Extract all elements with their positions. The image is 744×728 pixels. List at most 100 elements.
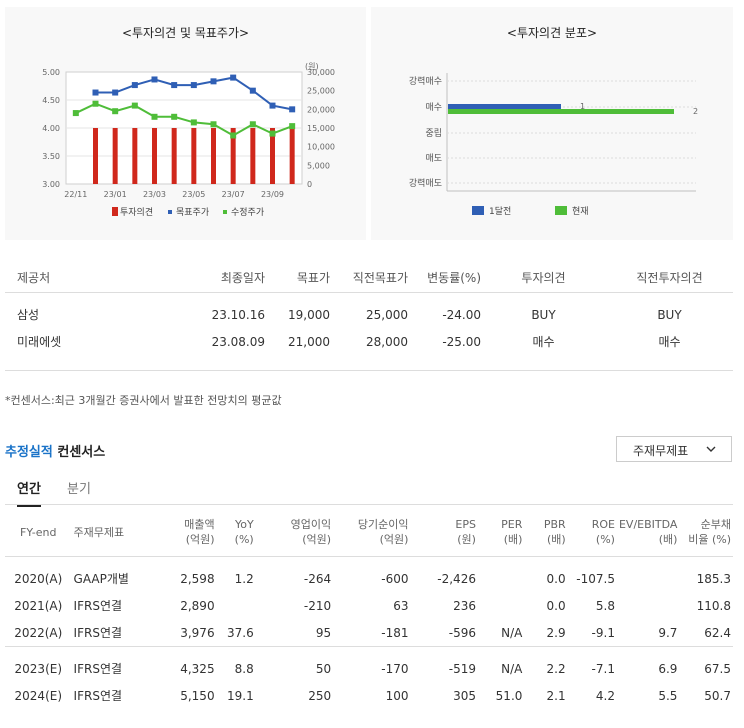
cell-last-date: 23.08.09 <box>211 334 265 349</box>
table-row: 2021(A) IFRS연결 2,890 -210 63 236 0.0 5.8 110.8 <box>5 592 733 619</box>
adjusted-price-point <box>249 121 256 128</box>
cell-prev-target: 25,000 <box>366 307 408 322</box>
section-title-rest: 컨센서스 <box>52 445 106 460</box>
y-right-tick-label: 30,000 <box>307 68 335 77</box>
cell-last-date: 23.10.16 <box>211 307 265 322</box>
adjusted-price-point <box>72 110 79 117</box>
fin-cell: 95 <box>315 625 332 640</box>
adjusted-price-point <box>151 113 158 120</box>
fin-col-title: EV/EBITDA <box>618 518 678 531</box>
fin-cell: N/A <box>477 646 525 682</box>
adjusted-price-point <box>230 132 237 139</box>
fin-col-title: PBR <box>543 518 566 531</box>
opinion-target-chart: 5.00 4.50 4.00 3.50 3.00 30,000 25,000 20,000 15… <box>42 62 335 218</box>
opinion-bar <box>270 128 275 184</box>
fin-cell: 4,325 <box>149 646 217 682</box>
statement-type-dropdown[interactable]: 주재무제표 <box>616 436 732 462</box>
period-tabs: 연간 분기 <box>5 470 733 507</box>
adjusted-price-point <box>112 108 119 115</box>
fin-cell: -210 <box>303 598 332 613</box>
fin-cell: -9.1 <box>591 625 615 640</box>
cell-opinion: BUY <box>531 307 556 322</box>
tab-quarterly[interactable]: 분기 <box>67 482 91 497</box>
col-prev-opinion: 직전투자의견 <box>606 262 733 293</box>
opinion-chart-title: <투자의견 및 목표주가> <box>121 26 250 40</box>
fin-cell: -600 <box>381 571 409 586</box>
current-bar <box>448 109 674 114</box>
fin-col-unit: (억원) <box>185 533 215 546</box>
legend-label: 1달전 <box>489 205 511 217</box>
bar-value-label: 1 <box>580 102 585 111</box>
fin-cell: 2,890 <box>180 598 215 613</box>
opinion-bar <box>191 128 197 184</box>
y-left-tick-label: 3.50 <box>42 152 60 161</box>
x-tick-label: 23/05 <box>182 190 205 199</box>
fin-col-header: PBR (배) <box>524 508 568 557</box>
fin-cell: -264 <box>303 571 332 586</box>
cell-prev-opinion: 매수 <box>658 335 681 349</box>
fin-cell: 62.4 <box>704 625 731 640</box>
fin-cell: 4.2 <box>595 688 615 703</box>
chevron-down-icon <box>705 443 717 458</box>
fin-cell: 0.0 <box>546 571 566 586</box>
fin-col-header: 영업이익 (억원) <box>255 508 334 557</box>
fin-cell: 63 <box>393 598 409 613</box>
distribution-chart-title: <투자의견 분포> <box>506 26 598 40</box>
opinion-bar <box>112 128 118 184</box>
fin-cell: 2020(A) <box>14 571 63 586</box>
tab-annual[interactable]: 연간 <box>17 478 41 507</box>
category-label: 강력매수 <box>409 75 442 87</box>
y-right-unit: (원) <box>305 62 319 71</box>
col-change-rate: 변동률(%) <box>408 262 481 293</box>
opinion-bar <box>230 128 236 184</box>
fin-cell: 0.0 <box>546 598 566 613</box>
fin-cell: 67.5 <box>679 646 733 682</box>
y-left-tick-label: 3.00 <box>42 180 60 189</box>
bar-value-label: 2 <box>693 107 698 116</box>
y-right-tick-label: 10,000 <box>307 143 335 152</box>
x-tick-label: 23/03 <box>143 190 166 199</box>
legend-swatch <box>555 206 567 215</box>
fin-cell: 110.8 <box>696 598 731 613</box>
fin-cell: 2023(E) <box>5 646 72 682</box>
x-tick-label: 23/09 <box>261 190 284 199</box>
legend-label: 현재 <box>572 206 589 217</box>
col-provider: 제공처 <box>5 262 160 293</box>
category-label: 강력매도 <box>409 177 442 189</box>
target-price-point <box>289 106 296 113</box>
adjusted-price-line <box>75 102 293 137</box>
fin-cell: 6.9 <box>616 646 680 682</box>
fin-cell: 50 <box>255 646 334 682</box>
fin-cell: IFRS연결 <box>73 626 123 640</box>
target-price-point <box>92 89 99 96</box>
adjusted-price-point <box>210 121 217 128</box>
fin-cell: 3,976 <box>180 625 215 640</box>
table-row: 2020(A) GAAP개별 2,598 1.2 -264 -600 -2,426 0.0 -1… <box>5 557 733 593</box>
opinion-bar <box>152 128 157 184</box>
fin-col-header: 당기순이익 (억원) <box>333 508 411 557</box>
target-price-point <box>230 74 237 81</box>
fin-col-title: FY-end <box>20 525 57 539</box>
fin-cell: -2,426 <box>437 571 476 586</box>
y-left-tick-label: 5.00 <box>42 68 60 77</box>
fin-col-header: FY-end <box>5 508 72 557</box>
fin-cell: -107.5 <box>576 571 615 586</box>
legend-label: 투자의견 <box>120 206 153 218</box>
fin-cell: 236 <box>453 598 476 613</box>
x-tick-label: 23/01 <box>104 190 127 199</box>
adjusted-price-point <box>131 102 138 109</box>
fin-cell: 1.2 <box>234 571 254 586</box>
financial-consensus-table: FY-end 주재무제표 매출액 (억원) YoY (%) 영업이익 (억원) 당기순이익 (억원… <box>5 508 733 709</box>
y-left-tick-label: 4.00 <box>42 124 60 133</box>
consensus-note: *컨센서스:최근 3개월간 증권사에서 발표한 전망치의 평균값 <box>5 394 282 407</box>
fin-cell: 2022(A) <box>14 625 63 640</box>
cell-prev-target: 28,000 <box>366 334 408 349</box>
fin-col-header: 주재무제표 <box>71 508 150 557</box>
section-title: 추정실적 컨센서스 <box>5 441 105 460</box>
target-price-point <box>190 82 197 89</box>
fin-col-unit: (원) <box>457 533 476 546</box>
cell-provider: 삼성 <box>17 308 40 322</box>
table-row: 2024(E) IFRS연결 5,150 19.1 250 100 305 51.0 2.1 4.… <box>5 682 733 709</box>
legend-swatch <box>112 207 118 216</box>
fin-cell: 2.2 <box>524 646 568 682</box>
